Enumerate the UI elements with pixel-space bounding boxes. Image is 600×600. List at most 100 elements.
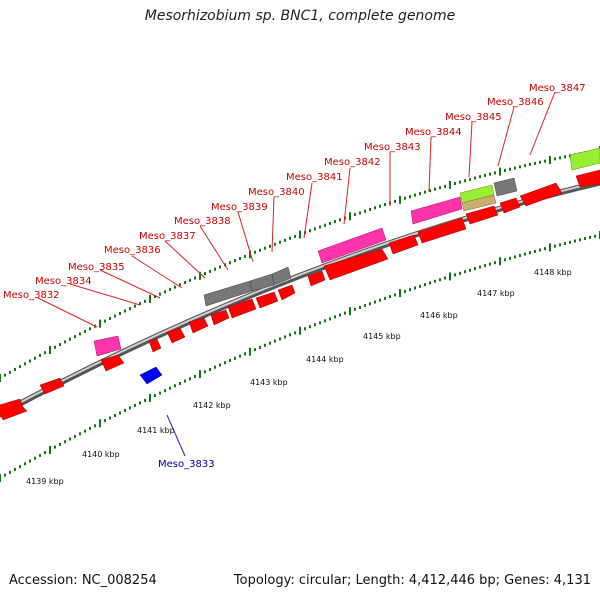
- gene-feature-meso-3834[interactable]: [148, 338, 162, 353]
- minor-tick: [164, 389, 166, 393]
- leader-meso-3847: [529, 91, 556, 156]
- minor-tick: [224, 361, 226, 365]
- minor-tick: [579, 238, 581, 242]
- minor-tick: [294, 331, 296, 335]
- minor-tick: [364, 304, 366, 308]
- minor-tick: [369, 302, 371, 306]
- gene-feature[interactable]: [227, 298, 257, 319]
- minor-tick: [24, 462, 26, 466]
- major-tick: [99, 419, 101, 428]
- gene-feature[interactable]: [255, 291, 279, 309]
- minor-tick: [364, 209, 366, 213]
- major-tick: [199, 271, 201, 280]
- gene-feature[interactable]: [461, 194, 497, 212]
- minor-tick: [144, 398, 146, 402]
- minor-tick: [454, 273, 456, 277]
- gene-feature-meso-3843[interactable]: [388, 234, 419, 255]
- minor-tick: [514, 166, 516, 170]
- major-tick: [0, 474, 1, 482]
- minor-tick: [474, 176, 476, 180]
- minor-tick: [454, 182, 456, 185]
- gene-feature-meso-3832[interactable]: [93, 335, 122, 357]
- scale-label: 4143 kbp: [250, 378, 288, 387]
- scale-label: 4144 kbp: [306, 355, 344, 364]
- gene-feature-meso-3842[interactable]: [317, 227, 387, 264]
- gene-feature-meso-3833[interactable]: [139, 366, 163, 385]
- gene-feature[interactable]: [277, 284, 296, 301]
- gene-feature[interactable]: [39, 377, 65, 395]
- label-meso-3845: Meso_3845: [445, 112, 502, 123]
- major-tick: [399, 289, 401, 298]
- major-tick: [299, 326, 301, 335]
- gene-feature[interactable]: [465, 205, 499, 225]
- gene-feature-meso-3837[interactable]: [210, 309, 230, 326]
- label-meso-3842: Meso_3842: [324, 157, 381, 168]
- minor-tick: [84, 329, 86, 333]
- minor-tick: [54, 345, 56, 349]
- minor-tick: [304, 327, 306, 331]
- minor-tick: [534, 249, 536, 253]
- minor-tick: [184, 281, 186, 284]
- minor-tick: [329, 221, 331, 225]
- gene-feature[interactable]: [575, 169, 600, 188]
- minor-tick: [59, 343, 61, 347]
- minor-tick: [544, 247, 546, 251]
- major-tick: [149, 294, 151, 303]
- minor-tick: [29, 359, 31, 363]
- genome-backbone: [0, 179, 600, 418]
- major-tick: [49, 445, 51, 454]
- minor-tick: [4, 473, 6, 477]
- minor-tick: [559, 243, 561, 247]
- minor-tick: [69, 337, 71, 341]
- minor-tick: [259, 345, 261, 349]
- minor-tick: [529, 251, 531, 255]
- major-tick: [249, 347, 251, 356]
- minor-tick: [139, 302, 141, 306]
- minor-tick: [424, 190, 426, 194]
- minor-tick: [509, 256, 511, 260]
- minor-tick: [584, 237, 586, 241]
- gene-feature[interactable]: [0, 398, 28, 421]
- major-tick: [449, 272, 451, 281]
- minor-tick: [154, 295, 156, 298]
- minor-tick: [534, 161, 536, 165]
- minor-tick: [504, 168, 506, 172]
- minor-tick: [89, 426, 91, 430]
- minor-tick: [94, 424, 96, 428]
- gene-feature-meso-3841[interactable]: [307, 270, 326, 287]
- minor-tick: [474, 267, 476, 271]
- minor-tick: [174, 285, 176, 289]
- gene-feature-meso-3844[interactable]: [410, 196, 463, 225]
- label-leaders: [37, 91, 556, 457]
- minor-tick: [394, 199, 396, 203]
- gene-feature-meso-3846[interactable]: [493, 177, 518, 197]
- major-tick: [149, 393, 151, 402]
- major-tick: [499, 257, 501, 266]
- minor-tick: [44, 351, 46, 355]
- minor-tick: [594, 234, 596, 238]
- minor-tick: [314, 323, 316, 327]
- minor-tick: [104, 319, 106, 323]
- scale-label: 4139 kbp: [26, 477, 64, 486]
- gene-feature-meso-3835[interactable]: [166, 327, 186, 344]
- minor-tick: [244, 254, 246, 258]
- gene-feature-meso-3847[interactable]: [519, 182, 563, 207]
- gene-feature[interactable]: [100, 354, 125, 372]
- label-meso-3838: Meso_3838: [174, 216, 231, 227]
- gene-feature[interactable]: [417, 217, 467, 244]
- gene-feature-meso-3840[interactable]: [271, 266, 292, 286]
- minor-tick: [354, 307, 356, 311]
- gene-feature-meso-3836[interactable]: [188, 317, 209, 334]
- scale-label: 4140 kbp: [82, 450, 120, 459]
- gene-feature[interactable]: [323, 248, 389, 281]
- major-tick: [299, 230, 301, 239]
- gene-feature[interactable]: [499, 197, 521, 214]
- minor-tick: [314, 227, 316, 231]
- minor-tick: [279, 240, 281, 244]
- minor-tick: [414, 193, 416, 197]
- minor-tick: [469, 177, 471, 181]
- minor-tick: [329, 317, 331, 321]
- gene-feature[interactable]: [569, 147, 600, 171]
- minor-tick: [269, 341, 271, 345]
- leader-meso-3842: [343, 167, 351, 225]
